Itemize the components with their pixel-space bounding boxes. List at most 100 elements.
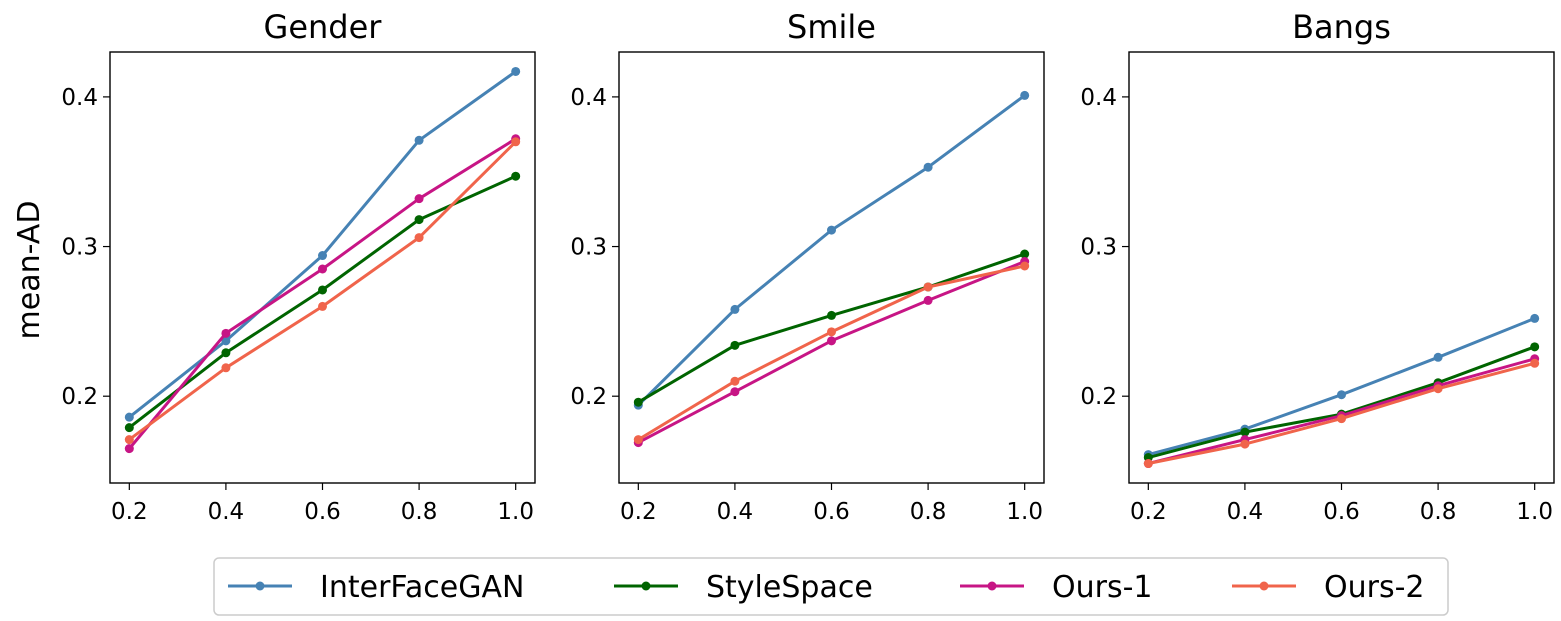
axes-frame [618,51,1045,484]
series-line-stylespace [127,174,518,430]
data-point [318,301,327,311]
data-point [923,282,933,292]
y-tick-label: 0.2 [1080,384,1117,410]
data-point [730,376,740,386]
y-tick-label: 0.4 [1080,85,1117,111]
panel-smile: Smile 0.2 0.4 0.6 0.8 1.0 0.2 0.3 0.4 [570,8,1045,525]
y-tick-label: 0.2 [570,384,607,410]
legend-label: Ours-1 [1052,570,1153,605]
legend-marker [1259,581,1269,591]
data-point [221,348,231,358]
x-tick-label: 0.2 [111,499,148,525]
series-ours-2 [1143,358,1540,469]
panels: Gender 0.2 0.4 0.6 0.8 1.0 0.2 0.3 0.4 Smile 0.2 0.… [61,8,1555,525]
series-line-ours-1 [636,260,1027,445]
data-point [923,295,933,305]
series-line-interfacegan [636,93,1027,407]
panel-title: Smile [787,8,876,46]
data-point [414,194,424,204]
x-tick-label: 0.8 [1420,499,1457,525]
x-tick-label: 1.0 [1006,499,1043,525]
data-point [221,363,231,373]
data-point [414,233,424,243]
panel-title: Gender [264,8,383,46]
data-point [730,304,740,314]
data-point [124,435,134,445]
data-point [1020,249,1030,259]
x-tick-label: 0.6 [813,499,850,525]
series-interfacegan [1143,313,1540,460]
data-point [1530,358,1540,368]
legend-marker [641,581,651,591]
x-tick-label: 0.8 [910,499,947,525]
legend-label: StyleSpace [706,570,873,605]
data-point [730,387,740,397]
panel-title: Bangs [1292,8,1391,46]
data-point [633,397,643,407]
legend-marker [255,581,265,591]
data-point [827,225,836,235]
data-point [633,435,643,445]
legend-label: InterFaceGAN [320,570,524,605]
data-point [318,285,327,295]
data-point [221,328,231,338]
data-point [1143,459,1153,469]
data-point [1020,90,1030,100]
data-point [124,412,134,422]
y-tick-label: 0.2 [61,384,98,410]
y-tick-label: 0.3 [61,235,98,261]
x-tick-label: 0.4 [717,499,754,525]
data-point [318,264,327,274]
data-point [827,310,836,320]
data-point [1020,261,1030,271]
legend-marker [987,581,997,591]
series-interfacegan [633,90,1030,410]
data-point [221,336,231,346]
data-point [1530,313,1540,323]
data-point [124,423,134,433]
panel-bangs: Bangs 0.2 0.4 0.6 0.8 1.0 0.2 0.3 0.4 [1080,8,1555,525]
legend-item-interfacegan: InterFaceGAN [228,570,524,605]
x-tick-label: 1.0 [497,499,534,525]
series-interfacegan [124,66,521,422]
x-tick-label: 0.4 [208,499,245,525]
data-point [124,444,134,454]
series-ours-2 [633,261,1030,445]
data-point [511,171,521,181]
data-point [1530,342,1540,352]
series-ours-1 [124,134,521,454]
data-point [730,340,740,350]
y-axis-label: mean-AD [12,201,47,340]
y-tick-label: 0.3 [570,235,607,261]
data-point [1433,384,1443,394]
x-tick-label: 0.6 [1323,499,1360,525]
axes-frame [1128,51,1555,484]
legend-item-ours-2: Ours-2 [1232,570,1425,605]
data-point [414,215,424,225]
data-point [1337,414,1346,424]
data-point [414,135,424,145]
data-point [1337,390,1346,400]
data-point [511,137,521,147]
legend-item-stylespace: StyleSpace [614,570,873,605]
series-line-interfacegan [1146,316,1537,457]
data-point [827,336,836,346]
legend: InterFaceGAN StyleSpace Ours-1 Ours-2 [213,557,1449,616]
series-stylespace [1143,342,1540,463]
data-point [1240,427,1250,437]
legend-label: Ours-2 [1324,570,1425,605]
x-tick-label: 0.4 [1227,499,1264,525]
axes-frame [109,51,536,484]
data-point [511,66,521,76]
x-tick-label: 0.8 [401,499,438,525]
x-tick-label: 0.2 [1130,499,1167,525]
legend-item-ours-1: Ours-1 [960,570,1153,605]
data-point [1433,352,1443,362]
y-tick-label: 0.3 [1080,235,1117,261]
y-tick-label: 0.4 [570,85,607,111]
panel-gender: Gender 0.2 0.4 0.6 0.8 1.0 0.2 0.3 0.4 [61,8,536,525]
data-point [827,327,836,337]
x-tick-label: 1.0 [1516,499,1553,525]
legend-box [213,557,1449,616]
